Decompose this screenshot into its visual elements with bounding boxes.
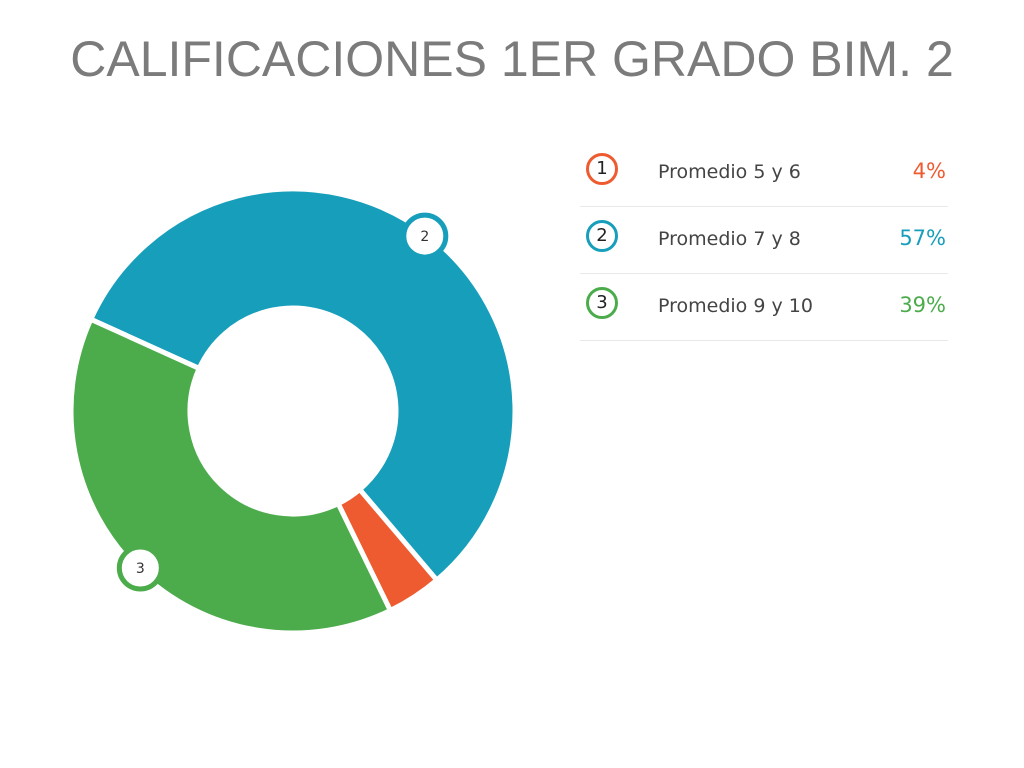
chart-title: CALIFICACIONES 1ER GRADO BIM. 2	[70, 31, 954, 87]
legend-index-badge: 3	[586, 287, 618, 319]
legend-label: Promedio 9 y 10	[658, 295, 813, 317]
slice-marker-circle	[401, 212, 449, 260]
donut-slice	[87, 186, 518, 584]
slice-marker: 3	[116, 544, 164, 592]
legend-label: Promedio 7 y 8	[658, 228, 801, 250]
legend-value: 57%	[899, 226, 946, 250]
legend-index-badge: 1	[586, 153, 618, 185]
slice-marker-label: 3	[136, 561, 145, 577]
donut-chart: 23	[68, 186, 518, 636]
legend-index-badge: 2	[586, 220, 618, 252]
slice-marker-circle	[116, 544, 164, 592]
donut-slice	[68, 315, 394, 636]
slice-marker: 2	[401, 212, 449, 260]
legend-item: 1 Promedio 5 y 6 4%	[580, 140, 948, 207]
legend-label: Promedio 5 y 6	[658, 161, 801, 183]
legend-item: 3 Promedio 9 y 10 39%	[580, 274, 948, 341]
legend-value: 4%	[912, 159, 946, 183]
legend-item: 2 Promedio 7 y 8 57%	[580, 207, 948, 274]
slice-marker-label: 2	[420, 229, 429, 245]
legend: 1 Promedio 5 y 6 4% 2 Promedio 7 y 8 57%…	[580, 140, 948, 341]
legend-value: 39%	[899, 293, 946, 317]
